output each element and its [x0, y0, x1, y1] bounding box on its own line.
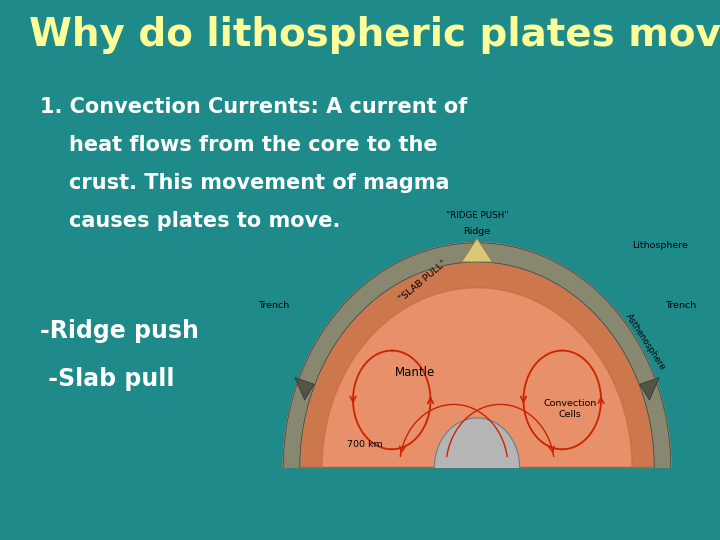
Polygon shape: [462, 238, 492, 262]
Text: Mantle: Mantle: [395, 367, 435, 380]
Text: crust. This movement of magma: crust. This movement of magma: [40, 173, 449, 193]
Text: Trench: Trench: [665, 301, 696, 310]
Polygon shape: [295, 377, 314, 400]
Text: -Slab pull: -Slab pull: [40, 367, 174, 391]
Text: "RIDGE PUSH": "RIDGE PUSH": [446, 212, 508, 220]
Text: causes plates to move.: causes plates to move.: [40, 211, 340, 231]
Text: Asthenosphere: Asthenosphere: [624, 312, 667, 372]
Polygon shape: [283, 243, 671, 467]
Text: Why do lithospheric plates move?: Why do lithospheric plates move?: [29, 16, 720, 54]
Text: "SLAB PULL": "SLAB PULL": [397, 259, 449, 303]
Text: 1. Convection Currents: A current of: 1. Convection Currents: A current of: [40, 97, 467, 117]
Text: Convection
Cells: Convection Cells: [544, 399, 597, 418]
Polygon shape: [283, 243, 671, 467]
Text: Trench: Trench: [258, 301, 289, 310]
Text: -Ridge push: -Ridge push: [40, 319, 199, 342]
Polygon shape: [640, 377, 659, 400]
Text: heat flows from the core to the: heat flows from the core to the: [40, 135, 437, 155]
Text: 700 km: 700 km: [347, 440, 382, 449]
Polygon shape: [283, 243, 671, 467]
Text: Ridge: Ridge: [464, 227, 490, 236]
Polygon shape: [434, 418, 520, 467]
Text: Lithosphere: Lithosphere: [632, 241, 688, 249]
